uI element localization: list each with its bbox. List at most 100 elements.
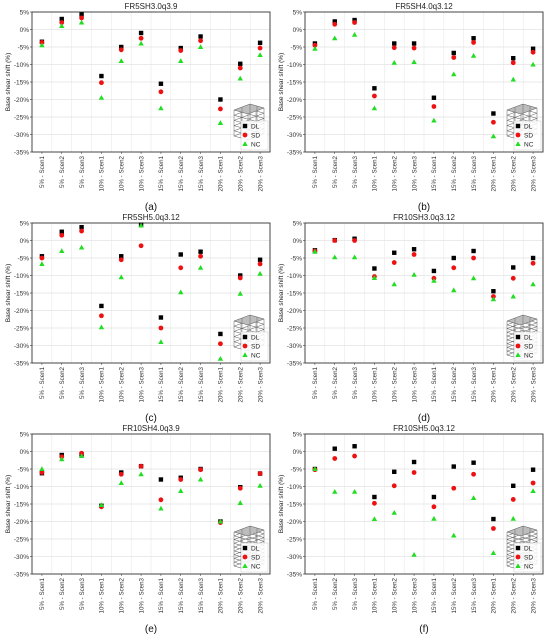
legend-marker-dl: [515, 334, 521, 340]
x-tick-label: 10% - Scen3: [138, 155, 145, 191]
point-dl: [138, 30, 144, 36]
x-tick-label: 15% - Scen2: [178, 366, 185, 402]
x-tick-label: 15% - Scen3: [471, 155, 478, 191]
chart-title: FR5SH4.0q3.12: [395, 2, 453, 11]
point-sd: [352, 453, 357, 459]
point-sd: [198, 467, 203, 473]
point-dl: [238, 273, 243, 278]
point-sd: [391, 483, 397, 489]
y-tick-label: 0%: [20, 449, 30, 456]
x-tick-label: 5% - Scen3: [352, 155, 359, 188]
point-nc: [217, 356, 224, 361]
x-tick-label: 5% - Scen2: [59, 155, 66, 188]
chart-panel-5: FR10SH4.0q3.9 5% 0% -5% -10% -15% -20% -25% -30%…: [5, 424, 271, 635]
x-tick-label: 20% - Scen1: [218, 155, 225, 191]
point-sd: [39, 40, 45, 45]
x-tick-label: 5% - Scen2: [59, 366, 66, 399]
point-dl: [411, 41, 417, 46]
y-axis-label: Base shear shift (%): [5, 264, 12, 323]
y-tick-label: -10%: [287, 273, 302, 280]
legend-marker-dl: [242, 545, 248, 551]
point-dl: [99, 303, 104, 309]
x-tick-label: 10% - Scen2: [391, 366, 398, 402]
point-sd: [471, 40, 476, 45]
legend-label-sd: SD: [524, 344, 533, 351]
point-sd: [218, 341, 223, 347]
point-sd: [99, 80, 104, 86]
y-tick-label: 5%: [20, 432, 30, 439]
point-nc: [431, 117, 437, 123]
x-tick-label: 10% - Scen3: [411, 366, 418, 402]
x-tick-label: 5% - Scen1: [39, 366, 46, 399]
y-tick-label: 5%: [293, 221, 303, 228]
chart-title: FR10SH3.0q3.12: [393, 213, 455, 222]
point-dl: [332, 446, 337, 451]
point-sd: [237, 65, 243, 71]
point-sd: [431, 104, 437, 109]
point-dl: [372, 266, 377, 271]
point-nc: [237, 500, 243, 505]
point-dl: [218, 97, 223, 102]
x-tick-label: 5% - Scen1: [312, 577, 319, 610]
point-sd: [391, 260, 397, 265]
point-nc: [351, 488, 358, 494]
y-tick-label: -35%: [287, 361, 302, 368]
y-tick-label: -35%: [14, 361, 29, 368]
x-tick-label: 15% - Scen1: [431, 155, 438, 191]
point-nc: [178, 58, 184, 63]
x-tick-label: 20% - Scen3: [257, 155, 264, 191]
legend-label-dl: DL: [251, 124, 260, 131]
point-sd: [218, 106, 223, 112]
x-tick-label: 20% - Scen2: [237, 577, 244, 613]
y-tick-label: -10%: [14, 62, 29, 69]
point-nc: [451, 532, 457, 538]
point-nc: [431, 515, 437, 521]
y-tick-label: -30%: [14, 554, 29, 561]
point-dl: [59, 229, 64, 234]
legend-label-nc: NC: [524, 142, 534, 149]
panel-caption: (b): [418, 202, 430, 213]
point-nc: [118, 58, 124, 63]
y-tick-label: -30%: [14, 343, 29, 350]
legend: DL SD NC: [240, 331, 269, 362]
x-tick-label: 10% - Scen3: [138, 577, 145, 613]
y-tick-label: -15%: [14, 291, 29, 298]
x-tick-label: 20% - Scen3: [530, 577, 537, 613]
point-dl: [372, 86, 377, 91]
legend: DL SD NC: [240, 120, 269, 151]
point-nc: [78, 453, 85, 459]
point-nc: [138, 471, 144, 477]
point-sd: [530, 480, 536, 486]
point-sd: [451, 265, 457, 271]
x-tick-label: 20% - Scen2: [510, 577, 517, 613]
y-tick-label: -35%: [287, 572, 302, 579]
point-dl: [79, 225, 84, 230]
point-nc: [158, 505, 164, 511]
point-dl: [530, 467, 536, 472]
point-nc: [332, 35, 338, 41]
y-tick-label: -20%: [287, 308, 302, 315]
point-nc: [257, 483, 263, 488]
x-tick-label: 10% - Scen1: [99, 155, 106, 191]
x-tick-label: 10% - Scen3: [411, 577, 418, 613]
legend-marker-dl: [515, 123, 521, 129]
x-tick-label: 5% - Scen3: [79, 155, 86, 188]
y-tick-label: -5%: [17, 467, 29, 474]
point-dl: [431, 494, 437, 500]
x-tick-label: 20% - Scen1: [491, 366, 498, 402]
x-tick-label: 10% - Scen1: [372, 155, 379, 191]
point-nc: [371, 275, 378, 280]
y-tick-label: -30%: [287, 343, 302, 350]
point-sd: [332, 21, 338, 27]
point-sd: [198, 253, 203, 259]
point-dl: [491, 111, 496, 116]
point-sd: [138, 243, 144, 249]
point-nc: [158, 339, 164, 344]
y-tick-label: -20%: [287, 97, 302, 104]
point-nc: [312, 45, 318, 51]
point-nc: [78, 244, 85, 250]
legend: DL SD NC: [513, 542, 542, 573]
x-tick-label: 10% - Scen1: [372, 577, 379, 613]
y-tick-label: -25%: [14, 537, 29, 544]
